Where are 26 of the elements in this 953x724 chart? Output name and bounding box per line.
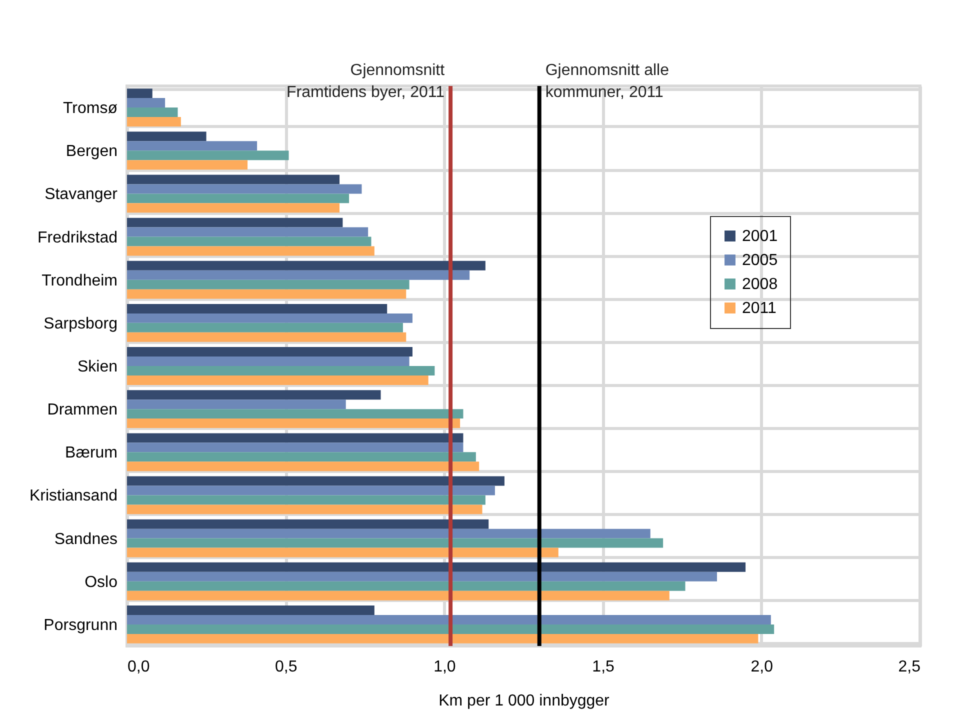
y-tick-label: Fredrikstad [37, 229, 118, 246]
ref-line-label: Gjennomsnitt Framtidens byer, 2011 [286, 62, 446, 101]
legend-label: 2011 [742, 300, 777, 317]
y-tick-label: Sarpsborg [44, 315, 118, 332]
y-tick-label: Trondheim [42, 272, 118, 290]
y-tick-label: Sandnes [54, 530, 118, 548]
y-tick-label: Oslo [84, 574, 118, 591]
y-tick-label: Bergen [66, 143, 118, 160]
y-tick-label: Porsgrunn [44, 616, 118, 634]
x-axis-title: Km per 1 000 innbygger [438, 692, 610, 710]
y-tick-label: Tromsø [62, 100, 118, 118]
x-tick-label: 2,0 [750, 658, 774, 676]
legend-label: 2008 [742, 276, 778, 293]
x-tick-label: 0,5 [274, 658, 298, 676]
y-tick-label: Skien [77, 358, 118, 376]
x-tick-label: 1,5 [592, 658, 615, 676]
y-tick-label: Drammen [47, 402, 118, 419]
legend-label: 2005 [742, 252, 778, 269]
x-tick-label: 0,0 [128, 658, 150, 676]
x-tick-label: 1,0 [434, 658, 456, 676]
y-tick-label: Kristiansand [29, 488, 118, 505]
legend-label: 2001 [742, 228, 778, 245]
x-tick-label: 2,5 [898, 658, 921, 676]
y-tick-label: Bærum [65, 444, 118, 462]
ref-line-label: Gjennomsnitt alle kommuner, 2011 [545, 62, 670, 101]
y-tick-label: Stavanger [44, 186, 118, 204]
